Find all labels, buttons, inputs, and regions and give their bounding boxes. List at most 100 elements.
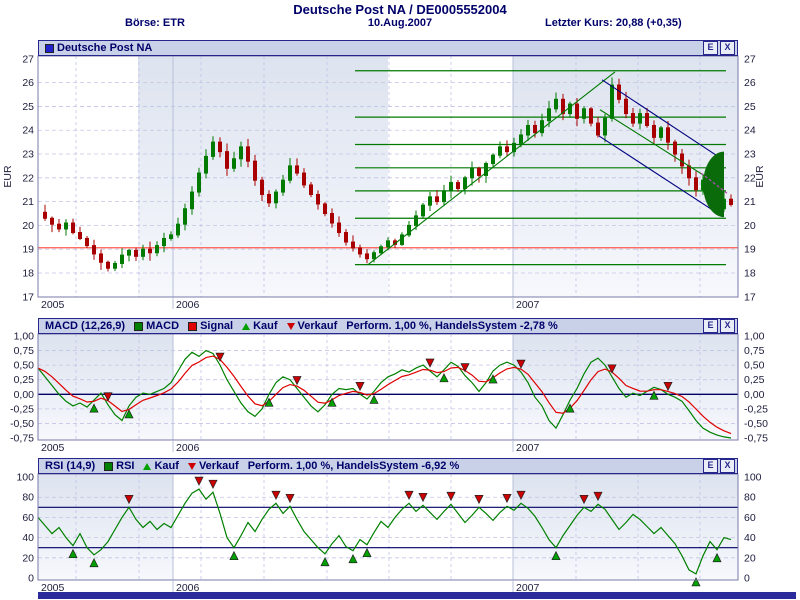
buy-legend-label: Kauf [154,460,179,472]
close-icon[interactable]: X [720,41,735,55]
macd-performance-label: Perform. 1,00 %, HandelsSystem -2,78 % [346,320,558,332]
buy-legend-label: Kauf [253,320,278,332]
y-tick-label: -0,50 [10,418,34,430]
close-icon[interactable]: X [720,459,735,473]
y-tick-label: 100 [744,472,762,484]
y-tick-label: 24 [744,125,756,137]
y-tick-label: 25 [22,101,34,113]
y-tick-label: 80 [22,492,34,504]
y-tick-label: 60 [22,512,34,524]
y-tick-label: 17 [744,291,756,303]
y-tick-label: 21 [22,196,34,208]
y-tick-label: 0 [744,572,750,584]
y-tick-label: 1,00 [14,330,35,342]
buy-marker [565,403,575,413]
buy-marker [369,394,379,404]
sell-marker [208,479,218,489]
y-tick-label: 25 [744,101,756,113]
signal-line [37,355,732,435]
y-tick-label: 100 [16,472,34,484]
sell-marker [516,359,526,369]
buy-marker [712,552,722,563]
y-tick-label: 27 [22,53,34,65]
buy-marker [649,390,659,400]
close-icon[interactable]: X [720,319,735,333]
trend-line-uptrend [367,71,616,266]
buy-marker [124,409,134,419]
buy-marker [362,547,372,558]
y-tick-label: -0,50 [744,418,768,430]
buy-marker [327,397,337,407]
price-series-marker-icon [45,43,54,53]
x-tick-label: 2006 [176,299,200,311]
sell-marker [474,494,484,505]
settings-button[interactable]: E [703,459,718,473]
y-tick-label: 18 [744,267,756,279]
y-tick-label: 22 [22,172,34,184]
buy-marker [89,403,99,413]
sell-marker [460,363,470,373]
y-tick-label: 0,50 [744,360,765,372]
price-panel-title: Deutsche Post NA [57,42,153,54]
buy-marker [89,557,99,568]
x-tick-label: 2007 [516,582,540,594]
y-tick-label: -0,25 [744,403,768,415]
buy-marker [488,374,498,384]
eur-label-right: EUR [754,165,766,188]
sell-marker [215,352,225,362]
macd-panel-titlebar: MACD (12,26,9) MACD Signal Kauf Verkauf … [38,318,738,334]
period-band [38,474,173,580]
y-tick-label: 20 [22,552,34,564]
sell-marker [103,392,113,402]
eur-label-left: EUR [2,165,14,188]
rsi-line [37,488,732,575]
y-tick-label: 20 [22,220,34,232]
y-tick-label: 26 [22,77,34,89]
macd-series-marker-icon [134,321,144,331]
macd-panel-title: MACD (12,26,9) [45,320,126,332]
y-tick-label: 0 [28,572,34,584]
y-tick-label: -0,75 [10,433,34,445]
sell-marker [124,494,134,505]
sell-marker [579,494,589,505]
y-tick-label: -0,75 [744,433,768,445]
y-tick-label: 20 [744,552,756,564]
period-band [38,334,173,440]
y-tick-label: -0,25 [10,403,34,415]
sell-marker [446,491,456,502]
sell-legend-label: Verkauf [198,460,239,472]
settings-button[interactable]: E [703,41,718,55]
period-band [138,56,388,297]
trend-line-channel-upper [601,79,724,161]
horizontal-scrollbar[interactable] [38,592,796,599]
sell-marker-icon [286,322,295,330]
buy-marker [320,556,330,567]
y-tick-label: 17 [22,291,34,303]
sell-marker [292,376,302,386]
x-tick-label: 2005 [41,442,65,454]
buy-marker-icon [242,322,251,330]
rsi-plot: 100 100 80 80 60 60 40 40 20 20 0 0 2005 2006 2007 [16,472,761,594]
exchange-label: Börse: ETR [125,17,185,29]
y-tick-label: 26 [744,77,756,89]
plot-border [37,333,739,441]
sell-marker [271,490,281,501]
buy-marker [348,553,358,564]
y-tick-label: 23 [22,149,34,161]
trend-line-channel-lower [598,135,724,218]
y-tick-label: 19 [22,244,34,256]
y-tick-label: 0,25 [14,374,35,386]
macd-legend-label: MACD [146,320,180,332]
sell-marker [194,476,204,486]
y-tick-label: 24 [22,125,34,137]
y-tick-label: 0,00 [14,389,35,401]
y-tick-label: 60 [744,512,756,524]
y-tick-label: 18 [22,267,34,279]
buy-marker [691,577,701,587]
sell-marker [663,381,673,392]
settings-button[interactable]: E [703,319,718,333]
sell-marker [418,492,428,503]
plot-border [37,55,739,298]
